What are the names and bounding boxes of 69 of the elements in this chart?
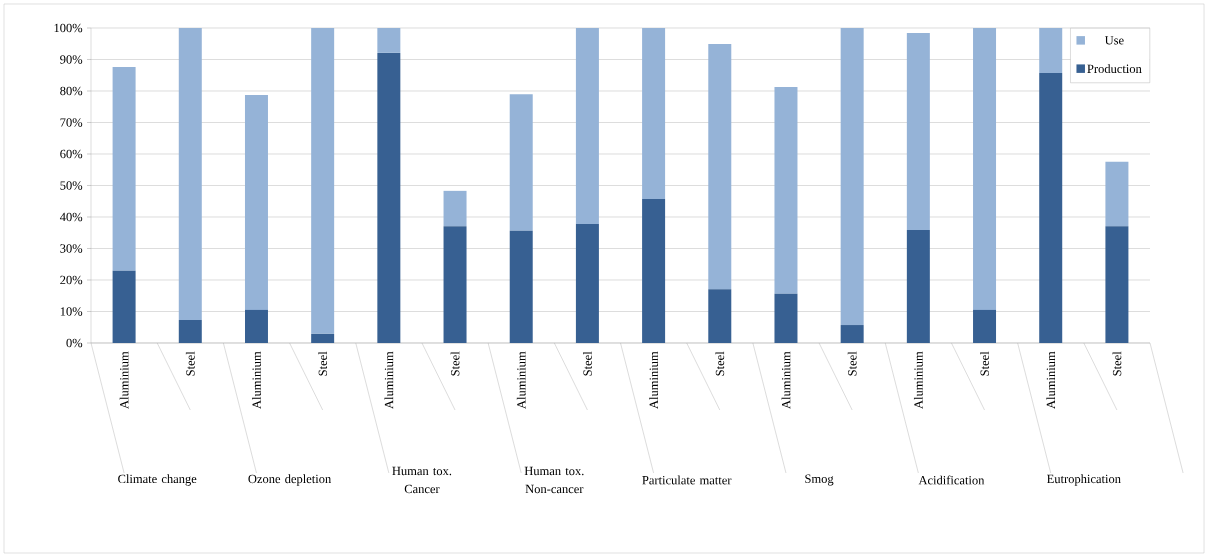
y-tick-label: 70% <box>60 118 83 127</box>
text: Particulate matter <box>642 475 732 485</box>
bar <box>708 289 732 343</box>
y-tick-label: 100% <box>54 23 83 33</box>
x-tick-label: Aluminium <box>649 351 658 409</box>
bar <box>244 309 268 343</box>
bar <box>840 28 864 326</box>
y-tick-label: 20% <box>60 275 83 285</box>
x-tick-label: Aluminium <box>1046 351 1056 409</box>
bar <box>575 28 599 224</box>
bar <box>244 95 268 310</box>
bar <box>774 86 798 294</box>
bar <box>1039 73 1063 343</box>
bar <box>642 199 666 343</box>
text: Human tox. Cancer <box>392 466 452 494</box>
bar <box>1105 226 1129 343</box>
text: Smog <box>805 474 834 486</box>
y-tick-label: 0% <box>66 338 83 348</box>
bar <box>112 270 136 343</box>
bar <box>178 320 202 343</box>
text: Ozone depletion <box>248 474 332 486</box>
legend-label: Production <box>1087 64 1142 74</box>
bar <box>906 33 930 230</box>
x-tick-label: Steel <box>450 351 460 376</box>
bar <box>443 226 467 343</box>
y-tick-label: 80% <box>60 86 83 96</box>
bar <box>311 333 335 343</box>
x-tick-label: Steel <box>980 351 989 376</box>
x-tick-label: Aluminium <box>913 351 923 409</box>
x-tick-label: Steel <box>185 351 195 376</box>
x-tick-label: Aluminium <box>781 351 791 409</box>
x-tick-label: Steel <box>715 351 725 376</box>
bar <box>1039 28 1063 74</box>
text: Eutrophication <box>1047 474 1121 486</box>
y-tick-label: 40% <box>59 212 83 222</box>
x-tick-label: Aluminium <box>516 351 526 409</box>
x-tick-label: Aluminium <box>252 351 261 409</box>
y-tick-label: 10% <box>60 307 83 316</box>
bar <box>973 28 997 310</box>
x-tick-label: Aluminium <box>119 351 129 409</box>
bar <box>642 28 666 200</box>
bar <box>973 309 997 343</box>
bar <box>708 44 732 290</box>
x-tick-label: Steel <box>583 351 592 376</box>
bar <box>112 67 136 271</box>
bar <box>443 190 467 227</box>
bar <box>377 28 401 53</box>
y-tick-label: 30% <box>60 244 83 253</box>
x-tick-label: Steel <box>318 351 328 376</box>
x-tick-label: Aluminium <box>384 351 394 409</box>
bar <box>377 52 401 343</box>
bar <box>1105 161 1129 227</box>
y-tick-label: 60% <box>60 149 83 159</box>
bar <box>178 28 202 320</box>
y-tick-label: 90% <box>60 55 83 64</box>
legend-label: Use <box>1104 36 1124 45</box>
bar <box>840 325 864 343</box>
text: Climate change <box>118 474 197 486</box>
bar <box>311 28 335 334</box>
text: Acidification <box>918 475 985 485</box>
bar <box>509 94 533 231</box>
bar <box>575 223 599 343</box>
y-tick-label: 50% <box>60 181 83 190</box>
bar <box>774 293 798 343</box>
text: Human tox. Non-cancer <box>524 466 584 494</box>
bar <box>509 230 533 343</box>
bar <box>906 229 930 343</box>
x-tick-label: Steel <box>1112 351 1122 376</box>
x-tick-label: Steel <box>847 351 857 376</box>
